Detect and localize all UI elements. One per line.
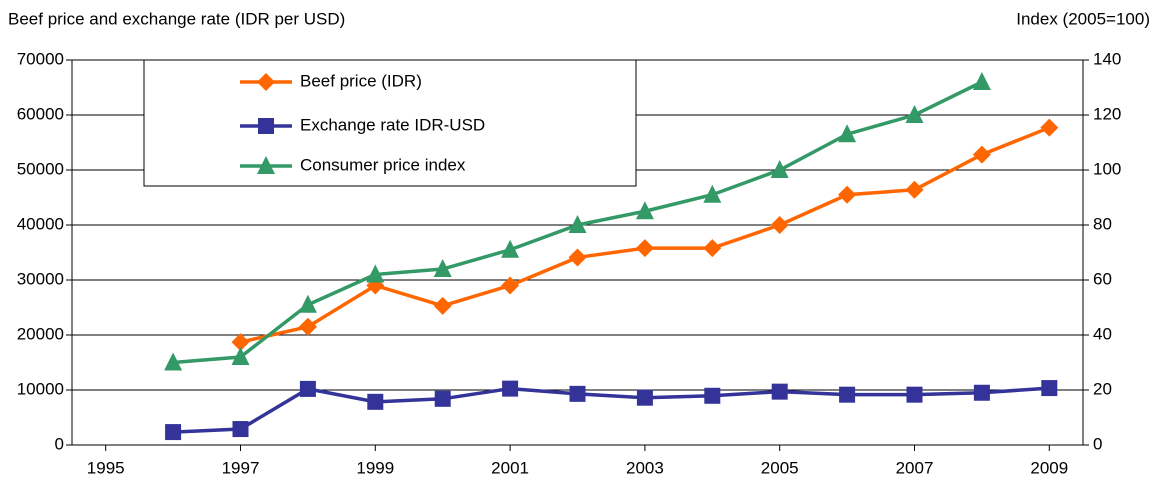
marker <box>838 124 857 143</box>
marker <box>972 145 991 164</box>
marker <box>838 185 857 204</box>
y-axis-title: Beef price and exchange rate (IDR per US… <box>8 9 345 28</box>
marker <box>569 385 586 402</box>
marker <box>635 201 654 220</box>
y-tick-label: 20000 <box>17 324 64 343</box>
x-tick-label: 1997 <box>222 458 260 477</box>
marker <box>973 384 990 401</box>
marker <box>636 389 653 406</box>
y2-axis-title: Index (2005=100) <box>1016 9 1150 28</box>
y-tick-label: 40000 <box>17 214 64 233</box>
y2-tick-label: 80 <box>1093 214 1112 233</box>
y2-tick-label: 20 <box>1093 379 1112 398</box>
marker <box>165 424 182 441</box>
marker <box>635 239 654 258</box>
legend-label: Exchange rate IDR-USD <box>300 115 485 134</box>
y-tick-label: 0 <box>55 434 64 453</box>
y-tick-label: 70000 <box>17 49 64 68</box>
marker <box>771 383 788 400</box>
marker <box>704 387 721 404</box>
marker <box>164 352 183 371</box>
series-line <box>173 386 1050 434</box>
marker <box>1040 118 1059 137</box>
marker <box>905 180 924 199</box>
y-tick-label: 30000 <box>17 269 64 288</box>
x-tick-label: 1995 <box>87 458 125 477</box>
y2-tick-label: 40 <box>1093 324 1112 343</box>
marker <box>568 248 587 267</box>
x-tick-label: 2003 <box>626 458 664 477</box>
marker <box>298 294 317 313</box>
marker <box>257 73 275 91</box>
y2-tick-label: 100 <box>1093 159 1121 178</box>
marker <box>299 380 316 397</box>
marker <box>703 239 722 258</box>
y-tick-label: 60000 <box>17 104 64 123</box>
y2-tick-label: 120 <box>1093 104 1121 123</box>
marker <box>502 380 519 397</box>
marker <box>367 393 384 410</box>
marker <box>839 386 856 403</box>
legend-label: Consumer price index <box>300 155 466 174</box>
x-tick-label: 2009 <box>1030 458 1068 477</box>
marker <box>770 160 789 178</box>
marker <box>501 239 520 258</box>
marker <box>906 386 923 403</box>
x-tick-label: 2005 <box>761 458 799 477</box>
x-tick-label: 2001 <box>491 458 529 477</box>
legend-label: Beef price (IDR) <box>300 71 422 90</box>
marker <box>258 118 274 134</box>
marker <box>433 296 452 315</box>
marker <box>972 72 991 90</box>
marker <box>1041 380 1058 397</box>
marker <box>298 317 317 336</box>
marker <box>257 156 275 174</box>
y-tick-label: 10000 <box>17 379 64 398</box>
marker <box>366 264 385 283</box>
x-tick-label: 1999 <box>356 458 394 477</box>
marker <box>568 215 587 233</box>
y2-tick-label: 60 <box>1093 269 1112 288</box>
marker <box>231 333 250 352</box>
x-tick-label: 2007 <box>896 458 934 477</box>
y-tick-label: 50000 <box>17 159 64 178</box>
marker <box>433 259 452 277</box>
y2-tick-label: 140 <box>1093 49 1121 68</box>
marker <box>434 390 451 407</box>
marker <box>501 276 520 295</box>
legend-box <box>143 59 637 187</box>
marker <box>232 421 249 438</box>
marker <box>770 216 789 234</box>
marker <box>905 105 924 123</box>
marker <box>703 184 722 203</box>
y2-tick-label: 0 <box>1093 434 1102 453</box>
marker <box>231 347 250 365</box>
